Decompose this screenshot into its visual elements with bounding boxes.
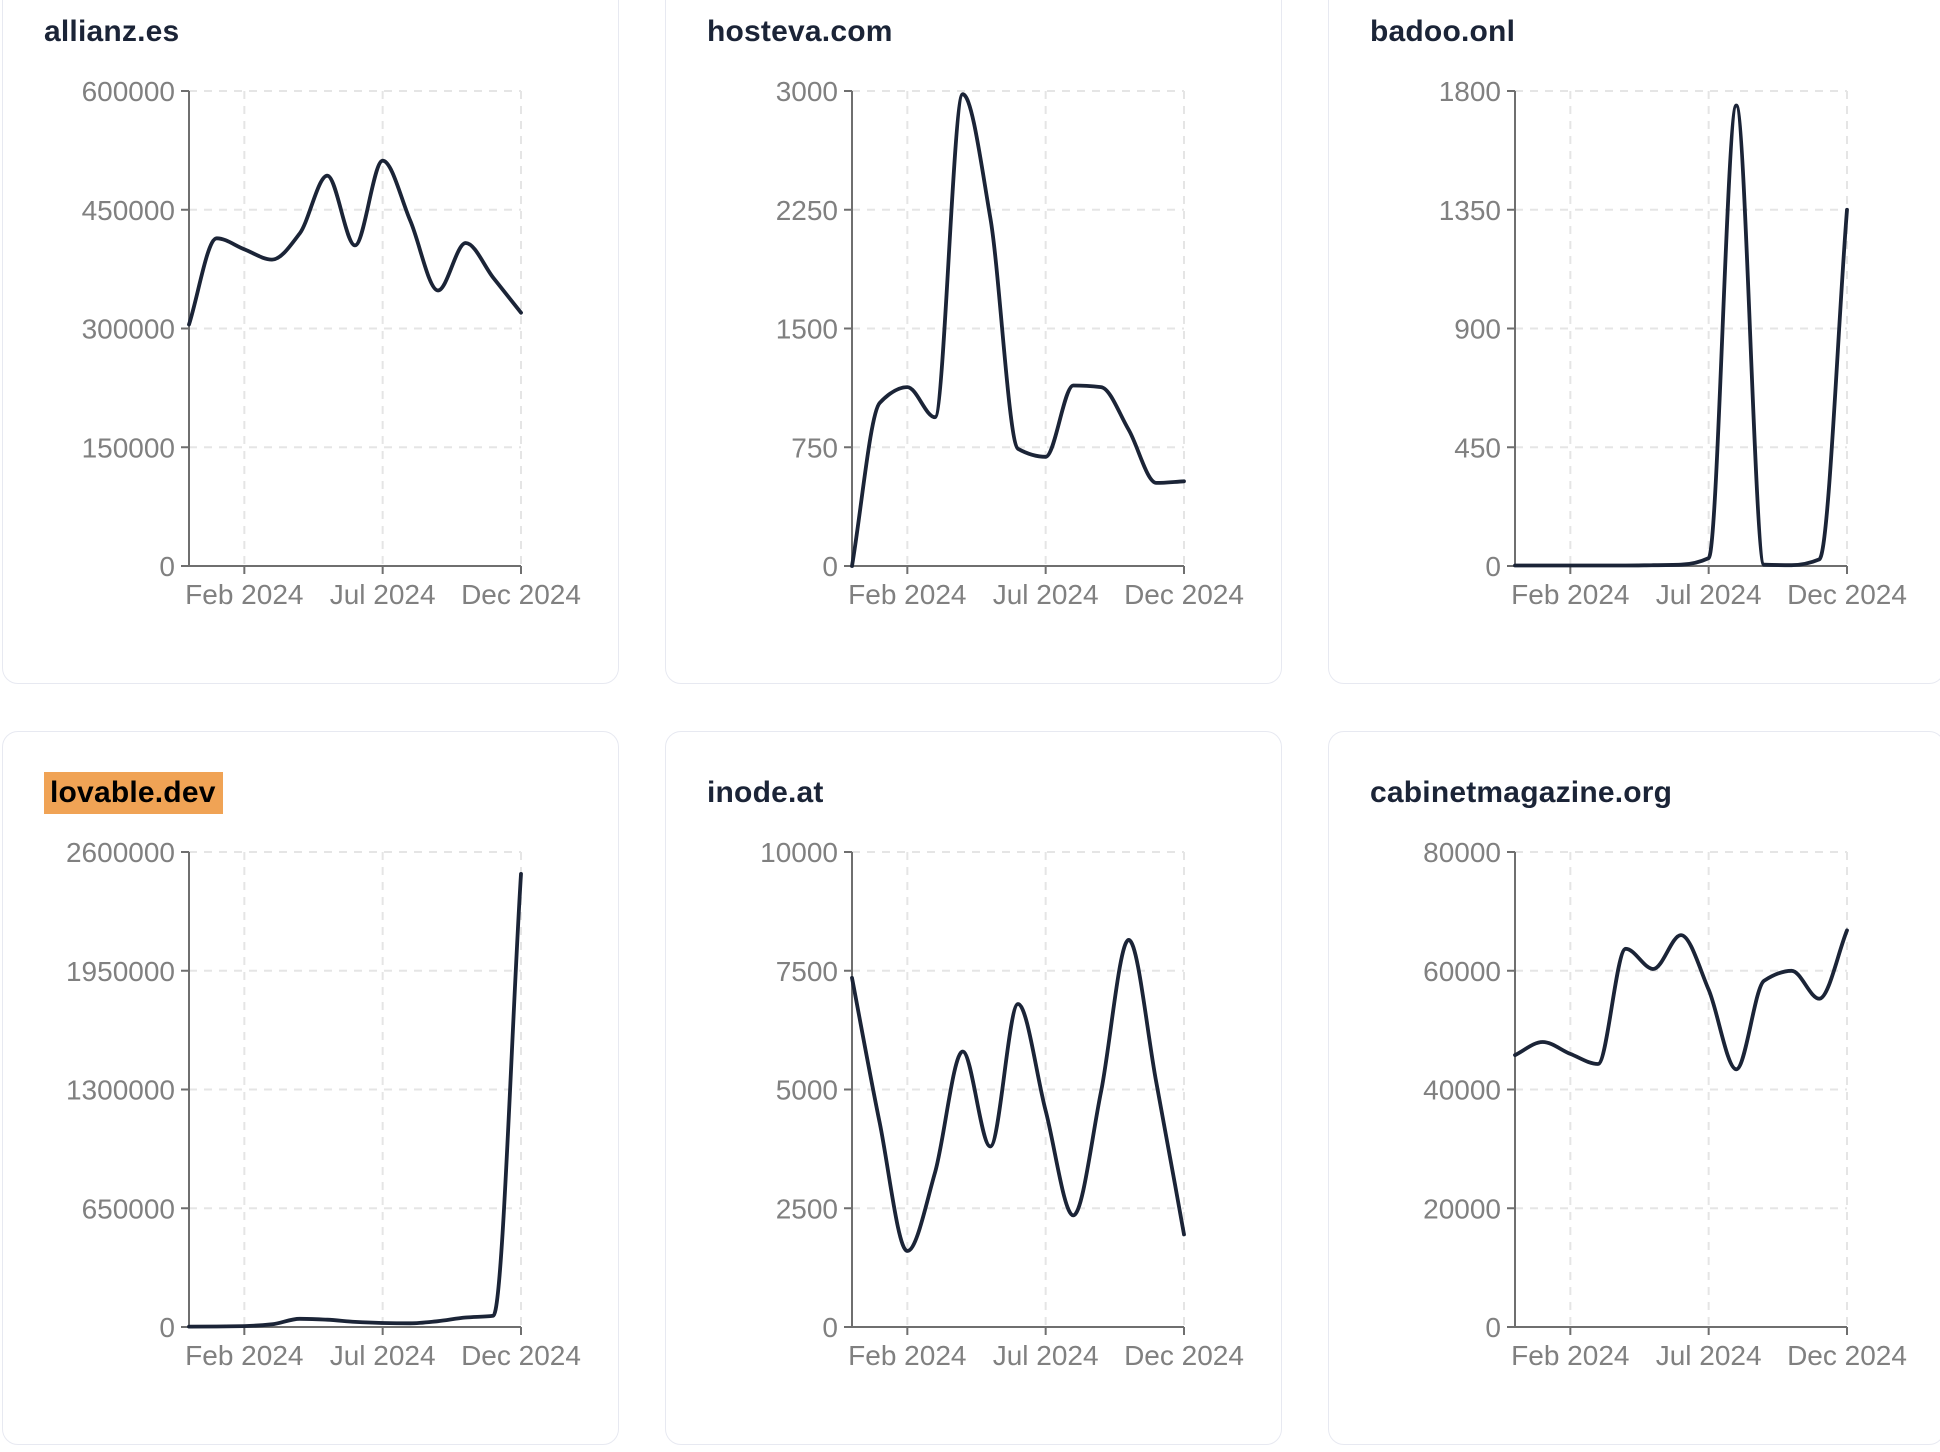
y-tick-label: 80000 [1423,837,1501,868]
x-tick-label: Jul 2024 [993,579,1099,610]
trend-line [1513,103,1849,568]
x-tick-label: Jul 2024 [1656,1340,1762,1371]
x-tick-label: Feb 2024 [848,1340,966,1371]
trend-line [1513,928,1849,1072]
chart-card-allianz[interactable]: allianz.es 0 150000 300000 450000 600000 Feb … [2,0,619,684]
y-tick-label: 1350 [1439,195,1501,226]
x-tick-label: Dec 2024 [1787,1340,1907,1371]
chart-title: cabinetmagazine.org [1370,776,1672,810]
y-tick-label: 0 [159,551,175,582]
x-tick-label: Feb 2024 [1511,1340,1629,1371]
line-chart-svg: 0 2500 5000 7500 10000 Feb 2024 Jul 2024 Dec 20… [760,837,1244,1371]
x-tick-label: Dec 2024 [1124,579,1244,610]
x-tick-label: Jul 2024 [330,1340,436,1371]
y-tick-label: 600000 [82,76,175,107]
y-tick-label: 900 [1454,314,1501,345]
line-chart-svg: 0 20000 40000 60000 80000 Feb 2024 Jul 2024 Dec… [1423,837,1907,1371]
y-tick-label: 2250 [776,195,838,226]
domain-label-highlighted: lovable.dev [44,772,223,814]
y-tick-label: 5000 [776,1075,838,1106]
line-chart-svg: 0 450 900 1350 1800 Feb 2024 Jul 2024 Dec 2024 [1439,76,1907,610]
y-tick-label: 1500 [776,314,838,345]
y-tick-label: 20000 [1423,1193,1501,1224]
chart-card-cabinetmagazine[interactable]: cabinetmagazine.org 0 20000 40000 60000 8000… [1328,731,1940,1445]
line-chart-svg: 0 650000 1300000 1950000 2600000 Feb 2024 Jul … [66,837,581,1371]
y-tick-label: 7500 [776,956,838,987]
y-tick-label: 0 [822,551,838,582]
y-tick-label: 60000 [1423,956,1501,987]
y-tick-label: 1950000 [66,956,175,987]
y-tick-label: 1800 [1439,76,1501,107]
x-tick-label: Feb 2024 [185,1340,303,1371]
domain-label: inode.at [707,776,824,809]
y-tick-label: 300000 [82,314,175,345]
y-tick-label: 750 [791,432,838,463]
domain-label: allianz.es [44,15,180,48]
x-tick-label: Jul 2024 [993,1340,1099,1371]
y-tick-label: 0 [822,1312,838,1343]
y-tick-label: 0 [1485,1312,1501,1343]
y-tick-label: 1300000 [66,1075,175,1106]
x-tick-label: Dec 2024 [461,1340,581,1371]
x-tick-label: Jul 2024 [1656,579,1762,610]
chart-title: lovable.dev [44,772,223,814]
line-chart-svg: 0 150000 300000 450000 600000 Feb 2024 Jul 202… [82,76,581,610]
y-tick-label: 2600000 [66,837,175,868]
trend-line [850,938,1186,1253]
y-tick-label: 10000 [760,837,838,868]
chart-card-lovable[interactable]: lovable.dev 0 650000 1300000 1950000 2600000… [2,731,619,1445]
chart-card-hosteva[interactable]: hosteva.com 0 750 1500 2250 3000 Feb 2024 Jul … [665,0,1282,684]
x-tick-label: Jul 2024 [330,579,436,610]
line-chart-svg: 0 750 1500 2250 3000 Feb 2024 Jul 2024 Dec 2024 [776,76,1244,610]
trend-line [187,158,523,327]
domain-label: badoo.onl [1370,15,1516,48]
chart-title: hosteva.com [707,15,893,49]
trend-line [187,872,523,1329]
y-tick-label: 650000 [82,1193,175,1224]
chart-title: inode.at [707,776,824,810]
domain-label: hosteva.com [707,15,893,48]
y-tick-label: 2500 [776,1193,838,1224]
y-tick-label: 450000 [82,195,175,226]
x-tick-label: Dec 2024 [461,579,581,610]
y-tick-label: 450 [1454,432,1501,463]
x-tick-label: Feb 2024 [1511,579,1629,610]
x-tick-label: Dec 2024 [1787,579,1907,610]
x-tick-label: Feb 2024 [848,579,966,610]
chart-title: badoo.onl [1370,15,1515,49]
x-tick-label: Feb 2024 [185,579,303,610]
trend-line [850,92,1186,568]
chart-title: allianz.es [44,15,179,49]
y-tick-label: 0 [159,1312,175,1343]
domain-label: cabinetmagazine.org [1370,776,1673,809]
chart-card-badoo[interactable]: badoo.onl 0 450 900 1350 1800 Feb 2024 Jul 202… [1328,0,1940,684]
chart-card-inode[interactable]: inode.at 0 2500 5000 7500 10000 Feb 2024 Jul 2… [665,731,1282,1445]
y-tick-label: 3000 [776,76,838,107]
y-tick-label: 0 [1485,551,1501,582]
y-tick-label: 150000 [82,432,175,463]
y-tick-label: 40000 [1423,1075,1501,1106]
x-tick-label: Dec 2024 [1124,1340,1244,1371]
